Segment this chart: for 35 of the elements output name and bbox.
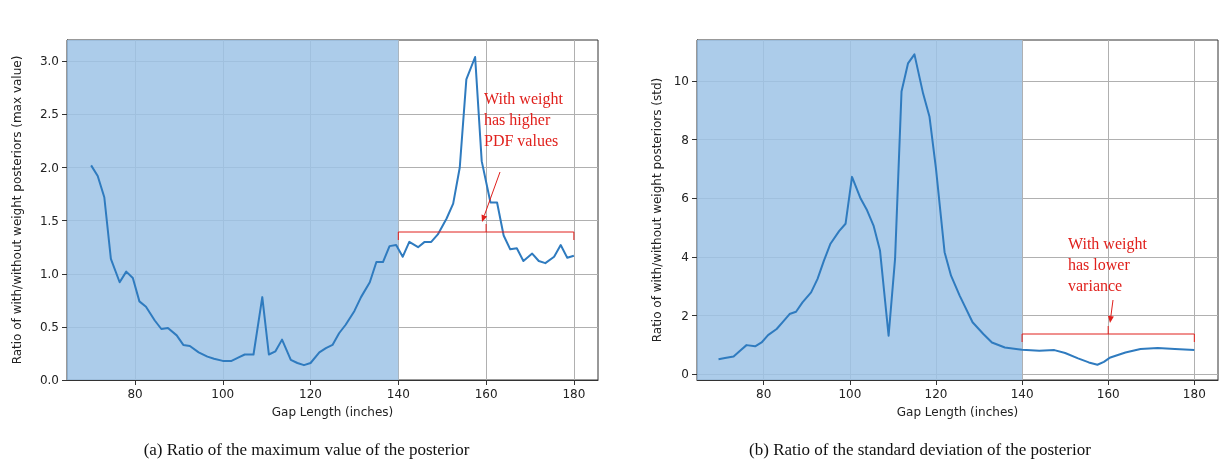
annotation: With weight has higher PDF values — [484, 90, 564, 149]
text: (b) Ratio of the standard deviation of the posterior — [749, 440, 1092, 459]
y-tick-label: 0 — [681, 367, 689, 382]
x-tick-label: 120 — [924, 387, 948, 401]
x-tick-label: 180 — [562, 387, 586, 401]
y-tick-label: 3.0 — [39, 54, 59, 69]
y-tick-label: 1.5 — [39, 213, 59, 228]
x-tick-label: 180 — [1182, 387, 1206, 401]
x-axis-title: Gap Length (inches) — [271, 405, 394, 419]
line-series — [717, 53, 1196, 366]
y-tick-label: 1.0 — [39, 266, 59, 281]
x-tick-label: 80 — [756, 387, 772, 401]
x-tick-label: 140 — [386, 387, 410, 401]
text: (a) Ratio of the maximum value of the posterior — [143, 440, 470, 459]
x-tick-label: 80 — [127, 387, 143, 401]
y-axis-title: Ratio of with/without weight posteriors (max value) — [10, 55, 24, 365]
y-tick-label: 2.5 — [39, 107, 59, 122]
x-axis-title: Gap Length (inches) — [896, 405, 1019, 419]
y-tick-label: 8 — [681, 132, 689, 147]
x-tick-label: 100 — [838, 387, 862, 401]
y-tick-label: 0.5 — [39, 319, 59, 334]
y-tick-label: 0.0 — [39, 373, 59, 387]
x-tick-label: 160 — [1096, 387, 1120, 401]
annotation: With weight has lower variance — [1068, 235, 1148, 294]
y-tick-label: 4 — [681, 249, 689, 264]
y-axis-title: Ratio of with/without weight posteriors (std) — [649, 77, 664, 343]
y-tick-label: 2 — [681, 308, 689, 323]
x-tick-label: 140 — [1010, 387, 1034, 401]
x-tick-label: 120 — [299, 387, 323, 401]
x-tick-label: 100 — [211, 387, 235, 401]
line-series — [90, 56, 575, 367]
y-tick-label: 2.0 — [39, 160, 59, 175]
x-tick-label: 160 — [474, 387, 498, 401]
y-tick-label: 6 — [681, 191, 689, 206]
y-tick-label: 10 — [673, 74, 689, 89]
